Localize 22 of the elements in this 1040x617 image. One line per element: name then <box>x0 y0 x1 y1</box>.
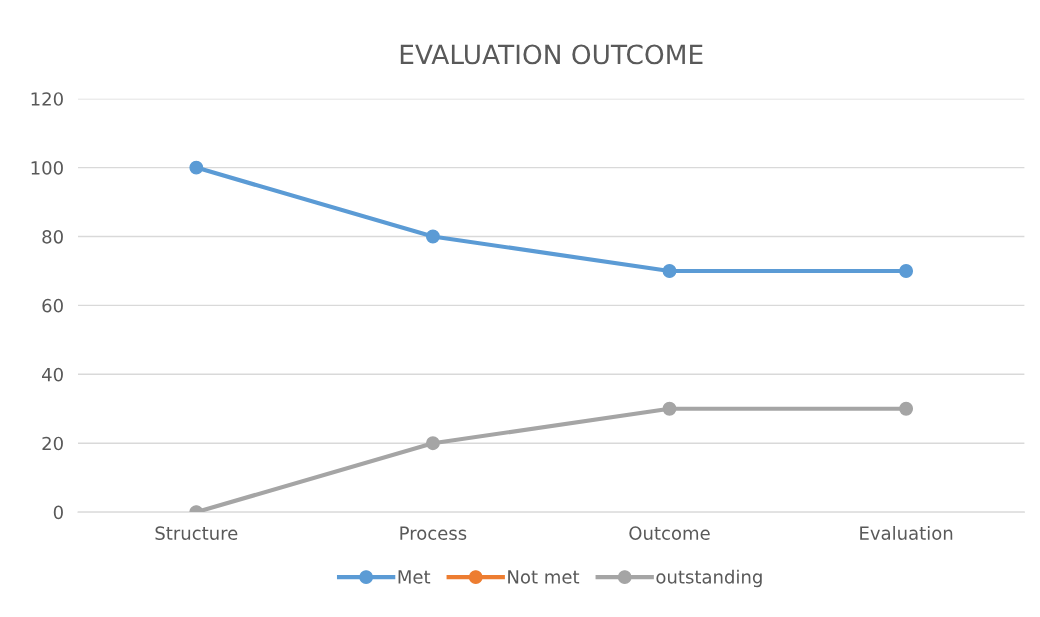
x-tick-label: Outcome <box>629 526 710 540</box>
y-tick-label: 40 <box>42 367 63 382</box>
x-tick-label: Structure <box>155 526 238 540</box>
y-tick-label: 20 <box>42 436 63 451</box>
legend-label: Not met <box>508 570 580 584</box>
y-tick-label: 100 <box>31 161 63 175</box>
x-tick-label: Evaluation <box>860 526 953 540</box>
y-tick-label: 80 <box>42 229 63 244</box>
y-tick-label: 120 <box>31 92 63 106</box>
point <box>425 229 440 244</box>
legend-label: outstanding <box>656 569 762 588</box>
point <box>425 436 440 451</box>
y-tick-label: 60 <box>42 298 63 313</box>
x-tick-label: Process <box>400 526 467 540</box>
point <box>662 264 677 278</box>
chart-title: EVALUATION OUTCOME <box>400 44 703 65</box>
y-tick-label: 0 <box>53 505 63 520</box>
legend-label: Met <box>398 570 431 584</box>
point <box>899 264 914 278</box>
point <box>899 401 914 416</box>
point <box>662 401 677 416</box>
point <box>189 160 204 175</box>
